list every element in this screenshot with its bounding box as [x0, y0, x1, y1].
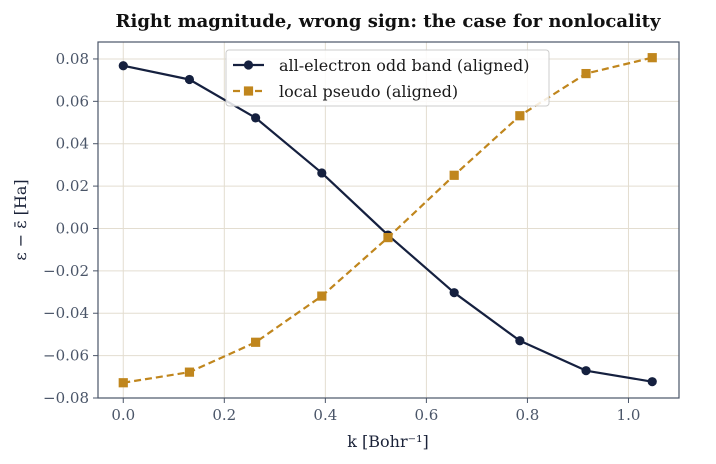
data-point	[251, 113, 261, 123]
y-tick-label: −0.04	[43, 304, 89, 322]
x-axis-ticks: 0.0 0.2 0.4 0.6 0.8 1.0	[111, 398, 640, 424]
y-tick-label: 0.00	[56, 219, 89, 237]
data-point	[647, 377, 657, 387]
data-point	[184, 367, 195, 377]
x-tick-label: 0.6	[414, 406, 438, 424]
data-point	[581, 68, 591, 79]
data-point	[317, 291, 327, 301]
legend-label-2: local pseudo (aligned)	[279, 82, 458, 101]
y-tick-label: 0.06	[56, 92, 89, 110]
data-point	[647, 53, 657, 63]
x-axis-label: k [Bohr⁻¹]	[347, 432, 428, 451]
chart-title: Right magnitude, wrong sign: the case fo…	[116, 11, 661, 32]
data-point	[449, 288, 459, 298]
legend-marker-2	[243, 86, 254, 96]
legend-label-1: all-electron odd band (aligned)	[279, 56, 529, 75]
series-line-1	[123, 64, 653, 383]
y-tick-label: −0.06	[43, 347, 89, 365]
legend-marker-1	[243, 60, 254, 70]
data-point	[515, 111, 525, 121]
data-point	[118, 61, 128, 71]
data-point	[118, 378, 128, 388]
legend: all-electron odd band (aligned) local pse…	[225, 49, 550, 107]
data-point	[449, 170, 459, 180]
data-point	[383, 232, 393, 243]
data-point	[581, 366, 591, 376]
y-axis-ticks: −0.08 −0.06 −0.04 −0.02 0.00 0.02 0.04 0.06 0.08	[43, 50, 98, 407]
data-point	[515, 336, 525, 346]
x-tick-label: 0.4	[313, 406, 337, 424]
y-tick-label: −0.08	[43, 389, 89, 407]
x-tick-label: 0.0	[111, 406, 135, 424]
legend-box	[225, 49, 550, 107]
data-point	[317, 168, 327, 178]
data-point	[251, 337, 261, 347]
y-tick-label: −0.02	[43, 262, 89, 280]
y-tick-label: 0.02	[56, 177, 89, 195]
data-series	[118, 53, 657, 388]
data-point	[184, 74, 195, 85]
y-tick-label: 0.08	[56, 50, 89, 68]
y-axis-label: ε − ε̄ [Ha]	[11, 179, 30, 260]
x-tick-label: 0.2	[212, 406, 236, 424]
y-tick-label: 0.04	[56, 135, 89, 153]
x-tick-label: 1.0	[617, 406, 641, 424]
x-tick-label: 0.8	[516, 406, 540, 424]
plot-frame	[97, 41, 680, 399]
